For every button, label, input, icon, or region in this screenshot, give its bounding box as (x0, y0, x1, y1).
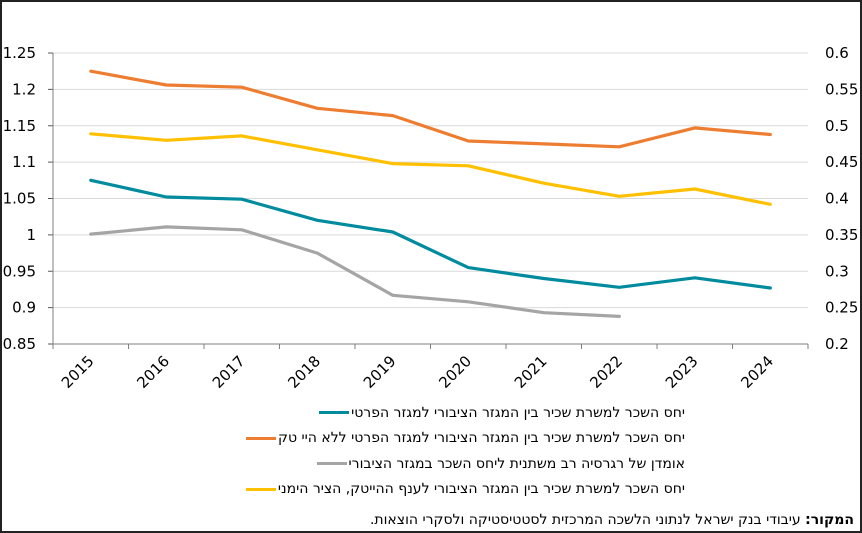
x-axis-tick-label: 2022 (586, 352, 626, 392)
series-line-2 (89, 225, 621, 318)
legend-label: יחס השכר למשרת שכיר בין המגזר הציבורי למ… (351, 404, 685, 421)
legend-swatch (316, 462, 347, 466)
series-lines (89, 69, 772, 318)
right-axis-tick-label: 0.4 (825, 190, 849, 208)
source-note: המקור: עיבודי בנק ישראל לנתוני הלשכה המר… (370, 512, 854, 528)
right-axis-tick-label: 0.35 (825, 226, 858, 244)
left-axis-tick-label: 0.95 (3, 262, 36, 280)
legend-label: יחס השכר למשרת שכיר בין המגזר הציבורי למ… (278, 430, 685, 447)
x-axis-tick-label: 2021 (511, 352, 551, 392)
left-axis-ticks: 1.25 1.2 1.15 1.1 1.05 1 0.95 0.9 0.85 (3, 44, 36, 353)
left-axis-tick-label: 1.2 (12, 80, 36, 98)
legend-label: אומדן של רגרסיה רב משתנית ליחס השכר במגז… (348, 455, 685, 472)
legend-label: יחס השכר למשרת שכיר בין המגזר הציבורי לע… (277, 481, 685, 498)
x-axis-tick-label: 2023 (662, 352, 702, 392)
right-axis-tick-label: 0.5 (825, 117, 849, 135)
legend-item: יחס השכר למשרת שכיר בין המגזר הציבורי לע… (175, 477, 685, 503)
x-axis-tick-label: 2018 (284, 352, 324, 392)
left-axis-tick-label: 0.85 (3, 335, 36, 353)
left-axis-tick-label: 1.15 (3, 117, 36, 135)
x-axis-tick-label: 2017 (209, 352, 249, 392)
series-line-3 (89, 132, 772, 206)
left-axis-tick-label: 1.05 (3, 190, 36, 208)
legend-swatch (246, 436, 277, 440)
left-axis-tick-label: 1.25 (3, 44, 36, 62)
right-axis-tick-label: 0.25 (825, 299, 858, 317)
right-axis-tick-label: 0.3 (825, 262, 849, 280)
x-axis-ticks: 2015 2016 2017 2018 2019 2020 2021 2022 2023 2024 (58, 352, 777, 392)
x-axis-tick-label: 2016 (133, 352, 173, 392)
source-label: המקור: (805, 512, 854, 528)
x-axis-tick-label: 2015 (58, 352, 98, 392)
right-axis-tick-label: 0.2 (825, 335, 849, 353)
axes (48, 52, 809, 349)
right-axis-tick-label: 0.45 (825, 153, 858, 171)
legend-item: יחס השכר למשרת שכיר בין המגזר הציבורי למ… (175, 400, 685, 426)
right-axis-tick-label: 0.6 (825, 44, 849, 62)
legend-item: אומדן של רגרסיה רב משתנית ליחס השכר במגז… (175, 451, 685, 477)
source-text: עיבודי בנק ישראל לנתוני הלשכה המרכזית לס… (369, 512, 806, 528)
right-axis-tick-label: 0.55 (825, 80, 858, 98)
left-axis-tick-label: 1 (26, 226, 36, 244)
legend-swatch (245, 487, 276, 491)
x-axis-tick-label: 2024 (737, 352, 777, 392)
x-axis-tick-label: 2019 (360, 352, 400, 392)
gridlines (53, 52, 808, 309)
left-axis-tick-label: 1.1 (12, 153, 36, 171)
legend-swatch (319, 411, 350, 415)
series-line-1 (89, 69, 772, 149)
legend-item: יחס השכר למשרת שכיר בין המגזר הציבורי למ… (175, 426, 685, 452)
right-axis-ticks: 0.6 0.55 0.5 0.45 0.4 0.35 0.3 0.25 0.2 (825, 44, 858, 353)
series-line-0 (89, 178, 772, 290)
legend: יחס השכר למשרת שכיר בין המגזר הציבורי למ… (175, 400, 685, 502)
x-axis-tick-label: 2020 (435, 352, 475, 392)
left-axis-tick-label: 0.9 (12, 299, 36, 317)
